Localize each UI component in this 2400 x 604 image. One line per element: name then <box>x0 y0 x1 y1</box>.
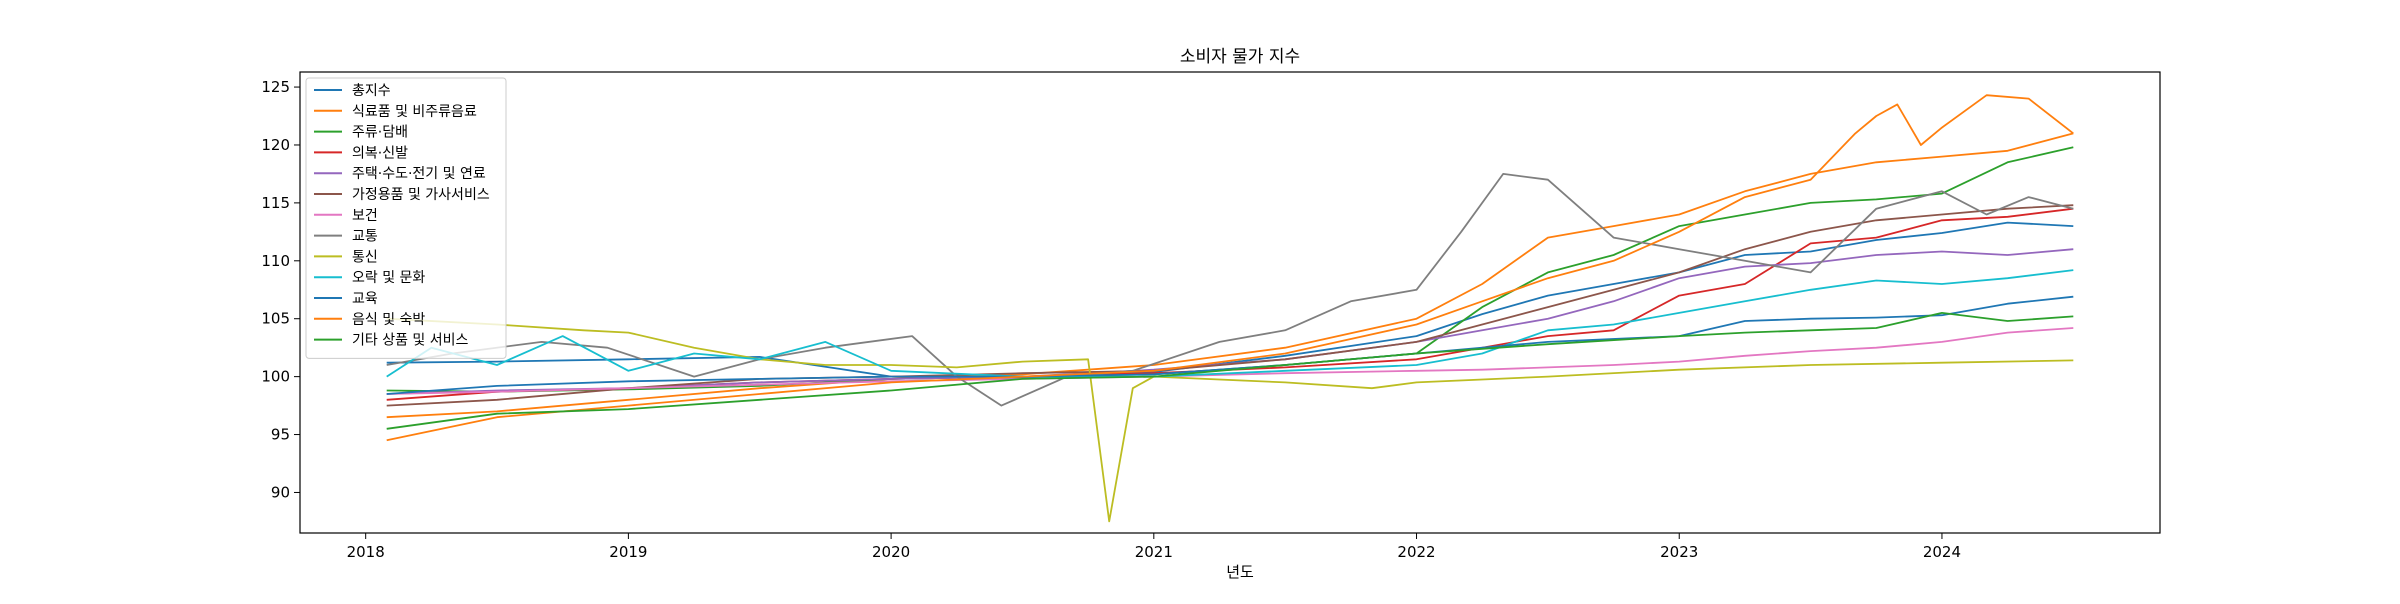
legend-label-5: 가정용품 및 가사서비스 <box>352 187 490 203</box>
series-line-7 <box>386 172 2074 407</box>
series-lines <box>386 94 2074 523</box>
series-line-9 <box>386 269 2074 378</box>
x-tick-label-2: 2020 <box>872 543 910 561</box>
legend-label-1: 식료품 및 비주류음료 <box>352 104 477 120</box>
x-tick-label-4: 2022 <box>1397 543 1435 561</box>
series-line-8 <box>386 317 2074 523</box>
series-line-3 <box>386 207 2074 401</box>
x-tick-label-5: 2023 <box>1660 543 1698 561</box>
series-line-12 <box>386 311 2074 430</box>
y-tick-label-0: 90 <box>271 483 290 501</box>
series-line-2 <box>386 146 2074 393</box>
legend-label-4: 주택·수도·전기 및 연료 <box>352 166 486 182</box>
x-axis: 2018 2019 2020 2021 2022 2023 2024 <box>347 533 1961 561</box>
x-tick-label-0: 2018 <box>347 543 385 561</box>
y-tick-label-2: 100 <box>261 368 290 386</box>
chart-title: 소비자 물가 지수 <box>1180 47 1300 67</box>
legend-label-8: 통신 <box>352 249 378 265</box>
legend-label-7: 교통 <box>352 229 378 245</box>
x-tick-label-6: 2024 <box>1923 543 1961 561</box>
x-tick-label-1: 2019 <box>609 543 647 561</box>
y-tick-label-5: 115 <box>261 194 290 212</box>
legend-label-12: 기타 상품 및 서비스 <box>352 333 469 349</box>
legend-label-2: 주류·담배 <box>352 125 408 141</box>
legend-label-11: 음식 및 숙박 <box>352 312 425 328</box>
y-tick-label-4: 110 <box>261 252 290 270</box>
legend-box <box>305 77 507 359</box>
y-tick-label-7: 125 <box>261 78 290 96</box>
y-tick-label-1: 95 <box>271 426 290 444</box>
series-line-4 <box>386 248 2074 395</box>
y-tick-label-6: 120 <box>261 136 290 154</box>
legend-label-10: 교육 <box>352 291 378 307</box>
legend-label-9: 오락 및 문화 <box>352 270 425 286</box>
series-line-5 <box>386 204 2074 407</box>
series-line-6 <box>386 327 2074 395</box>
series-line-11 <box>386 94 2074 442</box>
legend-label-6: 보건 <box>352 208 378 224</box>
series-line-0 <box>386 221 2074 379</box>
legend-label-3: 의복·신발 <box>352 145 408 161</box>
y-tick-label-3: 105 <box>261 310 290 328</box>
x-tick-label-3: 2021 <box>1135 543 1173 561</box>
series-line-1 <box>386 132 2074 419</box>
legend-label-0: 총지수 <box>352 83 391 99</box>
x-axis-label: 년도 <box>1226 563 1254 581</box>
y-axis: 90 95 100 105 110 115 120 125 <box>261 78 300 501</box>
plot-frame <box>299 71 2161 534</box>
